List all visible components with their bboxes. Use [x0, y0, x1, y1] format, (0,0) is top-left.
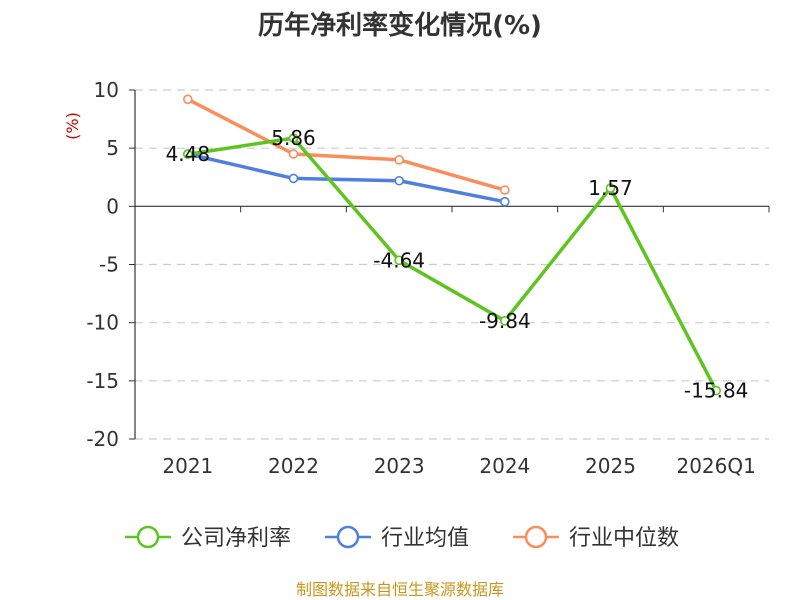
data-point	[394, 175, 404, 186]
legend-item[interactable]: 公司净利率	[125, 525, 291, 551]
data-point	[500, 185, 510, 195]
y-tick-label: 10	[94, 78, 119, 102]
x-tick-label: 2025	[585, 454, 636, 478]
y-tick-label: 0	[106, 194, 119, 218]
data-point	[394, 255, 404, 266]
data-label: -4.64	[373, 248, 425, 272]
y-tick-label: -20	[86, 427, 119, 451]
legend-marker	[524, 525, 548, 549]
legend-label: 行业均值	[381, 526, 469, 551]
data-point	[605, 183, 616, 193]
x-tick-label: 2024	[479, 454, 530, 478]
data-label: 4.48	[166, 142, 211, 166]
x-tick-label: 2026Q1	[676, 454, 755, 478]
legend-label: 行业中位数	[569, 526, 679, 551]
y-axis-label: (%)	[63, 112, 82, 140]
data-labels: 4.48 5.86 -4.64 -9.84 1.57 -15.84	[166, 126, 749, 402]
legend-item[interactable]: 行业中位数	[513, 525, 679, 551]
legend-item[interactable]: 行业均值	[325, 525, 469, 551]
series-line	[187, 136, 718, 392]
x-tick-label: 2023	[374, 454, 425, 478]
gridlines	[135, 89, 769, 440]
legend-label: 公司净利率	[181, 526, 291, 551]
series-line	[187, 152, 506, 204]
data-point	[500, 196, 510, 207]
legend-marker	[336, 525, 360, 549]
data-label: 1.57	[588, 176, 633, 200]
data-point	[711, 385, 721, 396]
y-tick-label: -5	[99, 253, 119, 277]
axes	[129, 89, 770, 440]
series-line	[187, 97, 506, 192]
data-label: 5.86	[271, 126, 316, 150]
x-tick-label: 2021	[162, 454, 213, 478]
legend-marker	[136, 525, 160, 549]
y-tick-label: 5	[106, 136, 119, 160]
series-lines	[183, 94, 721, 396]
y-tick-labels: 10 5 0 -5 -10 -15 -20	[86, 78, 119, 451]
data-point	[288, 149, 299, 159]
x-tick-labels: 2021 2022 2023 2024 2025 2026Q1	[162, 454, 755, 478]
chart-title: 历年净利率变化情况(%)	[258, 10, 542, 41]
data-point	[288, 133, 299, 143]
y-tick-label: -10	[86, 311, 119, 335]
data-point	[183, 149, 193, 160]
data-label: -9.84	[479, 309, 531, 333]
x-tick-label: 2022	[268, 454, 319, 478]
data-point	[500, 316, 510, 326]
source-note: 制图数据来自恒生聚源数据库	[296, 580, 504, 599]
data-point	[288, 173, 299, 184]
legend[interactable]: 公司净利率 行业均值 行业中位数	[125, 525, 679, 551]
data-point	[183, 94, 193, 105]
data-label: -15.84	[684, 379, 748, 403]
y-tick-label: -15	[86, 369, 119, 393]
data-point	[394, 155, 404, 165]
